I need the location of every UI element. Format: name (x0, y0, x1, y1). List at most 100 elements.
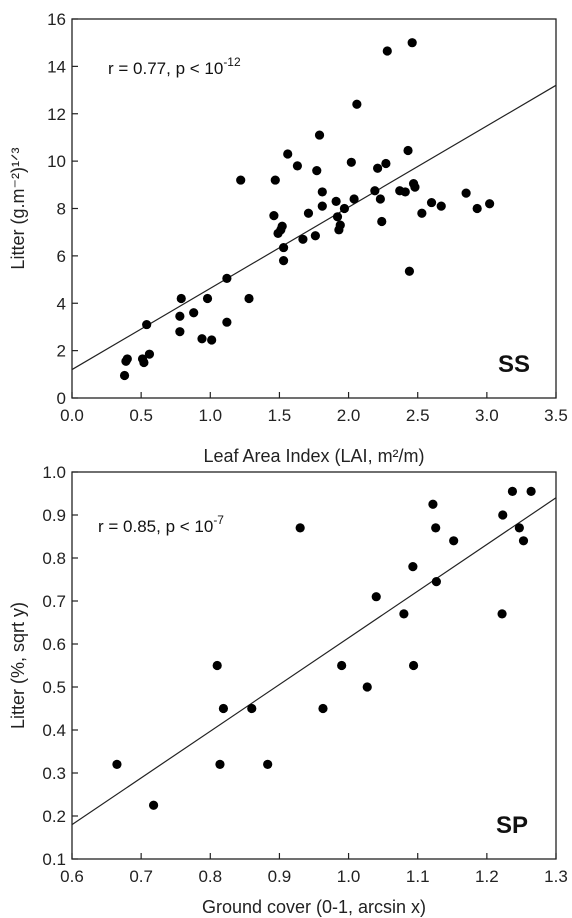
sp-y-tick-label: 0.4 (42, 721, 66, 740)
sp-data-point (112, 759, 122, 770)
sp-y-tick-label: 0.7 (42, 592, 66, 611)
sp-y-tick-label: 0.3 (42, 764, 66, 783)
sp-data-point (148, 800, 159, 810)
sp-data-point (218, 703, 229, 714)
sp-data-point (371, 592, 381, 602)
sp-x-tick-label: 1.0 (337, 867, 361, 886)
sp-x-tick-label: 0.7 (129, 867, 153, 886)
ss-data-point (202, 293, 213, 304)
sp-x-tick-label: 1.1 (406, 867, 430, 886)
ss-y-tick-label: 0 (57, 389, 66, 408)
sp-x-tick-label: 0.8 (198, 867, 222, 886)
sp-data-point (362, 682, 372, 692)
ss-x-tick-label: 2.5 (406, 406, 430, 425)
sp-data-point (449, 536, 459, 546)
ss-correlation-annotation: r = 0.77, p < 10-12 (108, 55, 241, 78)
ss-data-point (317, 187, 327, 197)
ss-data-point (377, 216, 387, 227)
ss-data-point (381, 158, 391, 169)
sp-data-point (526, 486, 536, 496)
sp-plot-frame (71, 471, 557, 860)
sp-data-point (408, 562, 418, 572)
ss-data-point (269, 211, 279, 221)
ss-data-point (332, 212, 343, 222)
ss-data-point (270, 175, 280, 185)
ss-y-axis-label: Litter (g.m⁻²)¹ᐟ³ (8, 147, 28, 269)
ss-x-tick-label: 0.5 (129, 406, 153, 425)
ss-data-point (236, 175, 246, 185)
ss-data-point (175, 327, 185, 337)
sp-data-point (507, 486, 518, 496)
sp-data-point (212, 660, 222, 671)
ss-data-point (278, 242, 289, 253)
ss-data-point (375, 194, 385, 204)
sp-regression-line (71, 497, 557, 826)
ss-y-tick-label: 6 (57, 247, 66, 266)
ss-data-point (207, 335, 217, 345)
ss-data-point (312, 166, 322, 176)
ss-data-point (222, 273, 232, 283)
ss-data-point (331, 196, 341, 206)
ss-data-point (400, 187, 410, 197)
sp-x-axis-label: Ground cover (0-1, arcsin x) (202, 897, 426, 917)
sp-data-point (408, 660, 419, 671)
ss-data-point (485, 199, 495, 209)
ss-data-point (278, 256, 289, 266)
ss-data-point (298, 234, 308, 244)
ss-data-point (404, 266, 415, 276)
ss-y-tick-label: 4 (57, 294, 66, 313)
sp-data-point (318, 703, 328, 714)
sp-data-point (428, 499, 438, 509)
sp-data-point (263, 759, 273, 770)
ss-x-tick-label: 0.0 (60, 406, 84, 425)
ss-x-axis-label: Leaf Area Index (LAI, m²/m) (203, 446, 424, 466)
ss-data-point (403, 145, 413, 156)
ss-panel-label: SS (498, 351, 530, 378)
sp-data-point (399, 609, 409, 619)
ss-x-tick-label: 1.5 (268, 406, 292, 425)
sp-y-tick-label: 0.5 (42, 678, 66, 697)
ss-y-tick-label: 10 (47, 152, 66, 171)
ss-data-point (119, 370, 130, 381)
sp-data-point (498, 510, 508, 520)
ss-data-point (175, 311, 185, 321)
sp-data-point (518, 536, 529, 546)
ss-data-point (426, 197, 437, 208)
sp-y-tick-label: 0.8 (42, 549, 66, 568)
sp-data-point (295, 523, 305, 533)
ss-data-point (283, 149, 293, 159)
ss-data-point (142, 319, 152, 330)
sp-y-axis-label: Litter (%, sqrt y) (8, 602, 28, 729)
ss-data-point (346, 157, 356, 167)
ss-data-point (310, 231, 320, 241)
ss-data-point (410, 182, 420, 192)
ss-y-tick-label: 12 (47, 105, 66, 124)
sp-data-point (497, 609, 507, 619)
sp-data-point (247, 703, 257, 714)
ss-data-point (352, 99, 362, 109)
ss-data-point (314, 130, 325, 140)
sp-panel-label: SP (496, 812, 528, 839)
sp-data-point (431, 577, 441, 587)
ss-data-point (335, 220, 345, 230)
ss-x-tick-label: 1.0 (198, 406, 222, 425)
ss-data-point (417, 208, 427, 218)
sp-data-point (431, 523, 441, 533)
sp-x-tick-label: 0.6 (60, 867, 84, 886)
ss-data-point (189, 308, 199, 318)
sp-data-point (215, 759, 225, 770)
ss-y-tick-label: 8 (57, 200, 66, 219)
ss-data-point (373, 163, 383, 173)
ss-data-point (382, 46, 392, 56)
ss-data-point (176, 293, 186, 304)
ss-data-point (407, 38, 417, 48)
ss-data-point (370, 186, 380, 196)
sp-x-tick-label: 0.9 (268, 867, 292, 886)
ss-y-tick-label: 16 (47, 10, 66, 29)
sp-x-tick-label: 1.2 (475, 867, 499, 886)
ss-x-tick-label: 3.5 (544, 406, 568, 425)
ss-data-point (222, 317, 232, 327)
ss-y-tick-label: 2 (57, 342, 66, 361)
ss-data-point (349, 194, 359, 204)
